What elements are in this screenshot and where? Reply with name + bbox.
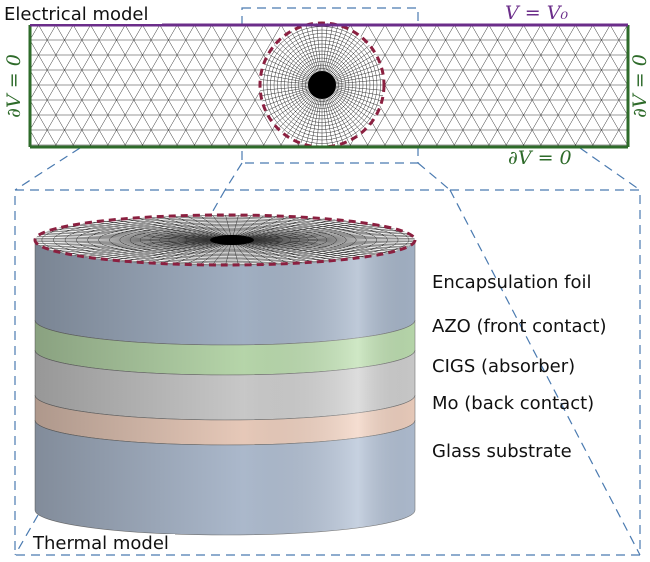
cylinder-shading <box>35 240 415 535</box>
layer-label: AZO (front contact) <box>432 316 606 337</box>
boundary-label: ∂V = 0 <box>3 54 25 118</box>
boundary-label: ∂V = 0 <box>508 147 572 169</box>
layer-label: CIGS (absorber) <box>432 356 575 377</box>
zoom-guide <box>225 163 242 190</box>
panel-title: Electrical model <box>4 4 149 25</box>
mesh-core <box>210 235 254 245</box>
layer-label: Mo (back contact) <box>432 393 594 414</box>
figure: Electrical model V = V₀ ∂V = 0 ∂V = 0 ∂V… <box>0 0 650 562</box>
mesh-core <box>308 71 336 99</box>
boundary-label: V = V₀ <box>505 2 568 24</box>
zoom-guide <box>15 148 80 190</box>
zoom-guide <box>418 163 450 190</box>
boundary-label: ∂V = 0 <box>629 54 650 118</box>
panel-title: Thermal model <box>32 533 169 554</box>
zoom-guide <box>580 148 640 190</box>
layer-label: Encapsulation foil <box>432 272 592 293</box>
layer-label: Glass substrate <box>432 441 572 462</box>
